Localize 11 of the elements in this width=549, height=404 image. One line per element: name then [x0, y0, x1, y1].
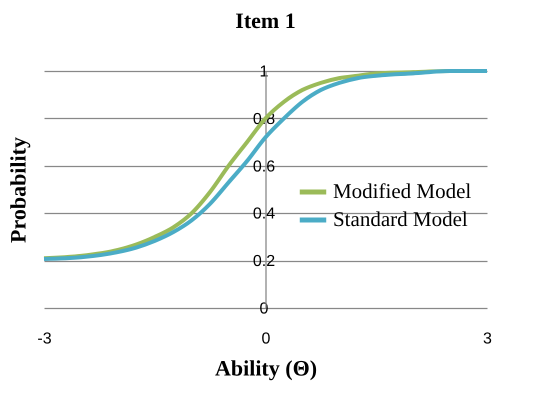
y-tick-label: 1: [260, 64, 269, 80]
y-axis-title: Probability: [6, 137, 30, 243]
legend-label: Modified Model: [333, 179, 472, 203]
y-tick-label: 0.4: [252, 206, 276, 223]
y-tick-label: 0.6: [252, 158, 276, 176]
chart-title: Item 1: [235, 8, 296, 33]
x-tick-label: -3: [37, 330, 52, 348]
y-tick-label: 0.2: [252, 253, 276, 270]
legend-label: Standard Model: [333, 207, 468, 231]
x-tick-label: 3: [483, 330, 492, 348]
x-axis-title: Ability (Θ): [214, 356, 318, 380]
